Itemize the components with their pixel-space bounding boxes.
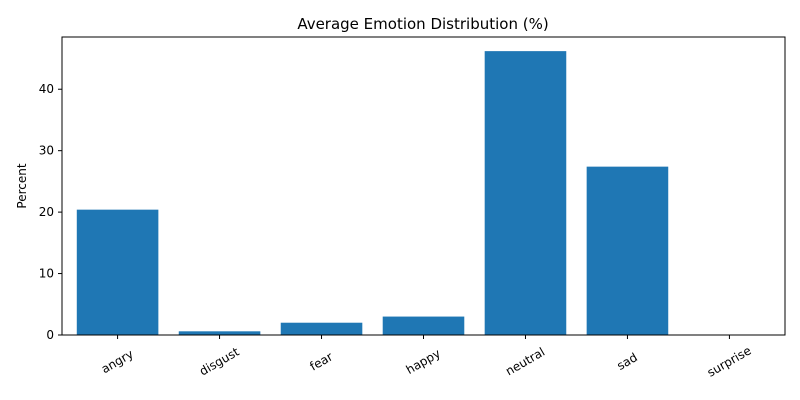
x-tick-label-happy: happy xyxy=(404,346,443,377)
y-tick-label: 10 xyxy=(39,267,54,281)
chart-title: Average Emotion Distribution (%) xyxy=(297,15,548,33)
plot-frame xyxy=(61,36,786,336)
y-tick-label: 40 xyxy=(39,82,54,96)
bars-group xyxy=(76,51,669,335)
x-tick-label-surprise: surprise xyxy=(705,343,754,379)
x-tick-label-fear: fear xyxy=(307,350,335,374)
y-tick-label: 0 xyxy=(46,328,54,342)
y-tick-label: 20 xyxy=(39,205,54,219)
x-tick-label-sad: sad xyxy=(615,350,640,373)
x-ticks-group: angry disgust fear happy neutral sad surprise xyxy=(99,335,754,380)
bar-sad xyxy=(586,166,669,335)
y-ticks-group: 0 10 20 30 40 xyxy=(39,82,62,342)
bar-happy xyxy=(382,316,465,335)
x-tick-label-disgust: disgust xyxy=(197,345,242,379)
bar-angry xyxy=(76,209,159,335)
y-tick-label: 30 xyxy=(39,144,54,158)
bar-fear xyxy=(280,322,363,335)
bar-neutral xyxy=(484,51,567,335)
bar-disgust xyxy=(178,331,261,335)
x-tick-label-neutral: neutral xyxy=(503,345,547,379)
x-tick-label-angry: angry xyxy=(99,347,136,376)
y-axis-label: Percent xyxy=(15,163,29,208)
